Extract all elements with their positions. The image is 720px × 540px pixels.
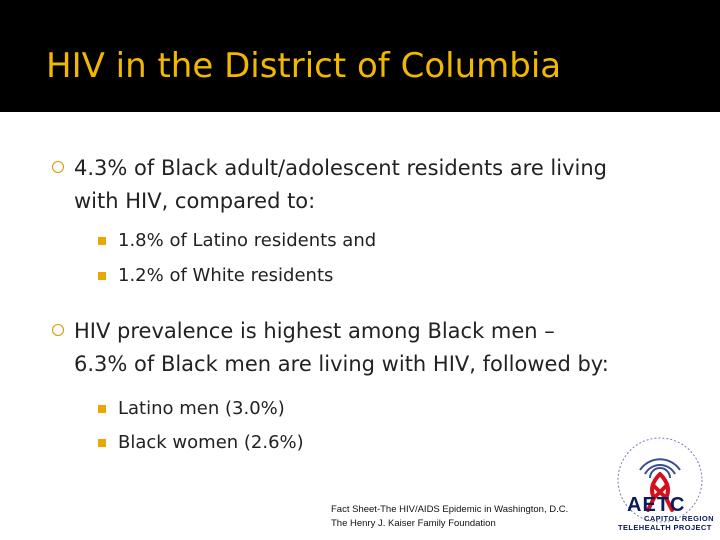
- bullet-text-line: HIV prevalence is highest among Black me…: [74, 319, 555, 343]
- sub-bullet-text: Black women (2.6%): [118, 432, 304, 453]
- sub-bullet-item: 1.2% of White residents: [98, 264, 678, 288]
- square-bullet-icon: [98, 439, 106, 447]
- ring-bullet-icon: [52, 324, 64, 336]
- citation-line: Fact Sheet-The HIV/AIDS Epidemic in Wash…: [331, 504, 569, 515]
- logo-wordmark: AETC: [627, 494, 686, 516]
- bullet-item: HIV prevalence is highest among Black me…: [48, 315, 720, 381]
- sub-bullet-item: Black women (2.6%): [98, 431, 678, 455]
- red-ribbon-signal-icon: [617, 437, 703, 523]
- citation-line: The Henry J. Kaiser Family Foundation: [331, 518, 496, 529]
- bullet-text-line: 4.3% of Black adult/adolescent residents…: [74, 156, 607, 180]
- source-citation: Fact Sheet-The HIV/AIDS Epidemic in Wash…: [331, 503, 568, 531]
- sub-bullet-text: 1.2% of White residents: [118, 265, 334, 286]
- bullet-item: 4.3% of Black adult/adolescent residents…: [48, 152, 720, 218]
- sub-bullet-item: 1.8% of Latino residents and: [98, 229, 678, 253]
- title-bar: HIV in the District of Columbia: [0, 0, 720, 112]
- bullet-text-line: with HIV, compared to:: [74, 189, 316, 213]
- square-bullet-icon: [98, 237, 106, 245]
- logo-subtitle: CAPITOL REGION: [644, 514, 714, 523]
- square-bullet-icon: [98, 272, 106, 280]
- bullet-text-line: 6.3% of Black men are living with HIV, f…: [74, 352, 609, 376]
- ring-bullet-icon: [52, 161, 64, 173]
- sub-bullet-item: Latino men (3.0%): [98, 397, 678, 421]
- sub-bullet-text: Latino men (3.0%): [118, 398, 285, 419]
- logo-subtitle: TELEHEALTH PROJECT: [618, 523, 712, 532]
- square-bullet-icon: [98, 405, 106, 413]
- sub-bullet-text: 1.8% of Latino residents and: [118, 230, 377, 251]
- slide-title: HIV in the District of Columbia: [46, 46, 562, 86]
